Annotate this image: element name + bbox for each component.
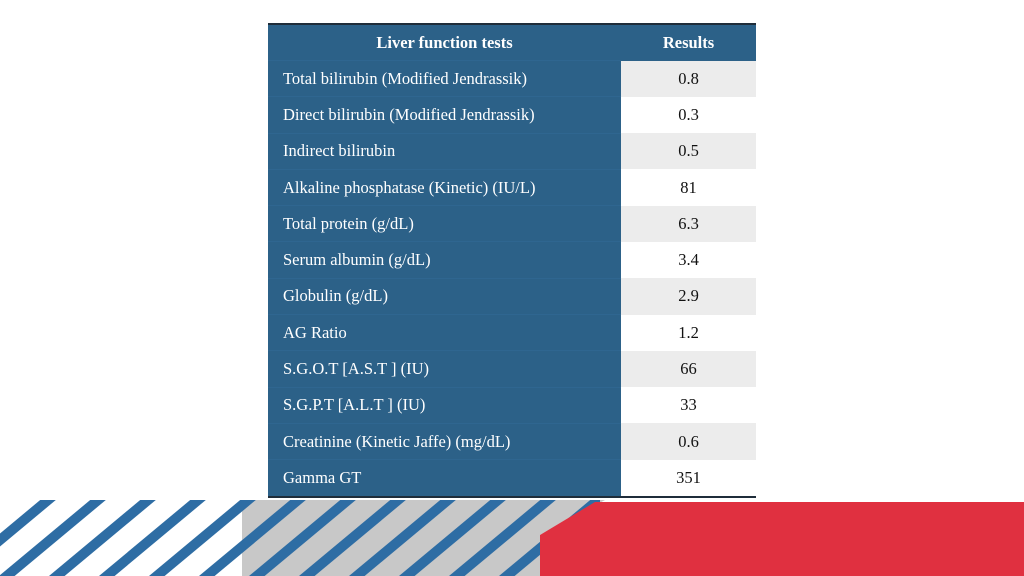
table-row: Indirect bilirubin 0.5 [268, 132, 756, 170]
test-name: Total protein (g/dL) [268, 205, 621, 242]
table-row: Globulin (g/dL) 2.9 [268, 277, 756, 315]
test-name: Creatinine (Kinetic Jaffe) (mg/dL) [268, 422, 621, 460]
table-row: AG Ratio 1.2 [268, 314, 756, 351]
test-name: S.G.O.T [A.S.T ] (IU) [268, 350, 621, 388]
table-row: Direct bilirubin (Modified Jendrassik) 0.… [268, 96, 756, 134]
test-result: 81 [621, 169, 756, 206]
test-result: 0.6 [621, 423, 756, 460]
test-result: 2.9 [621, 278, 756, 315]
test-name: Globulin (g/dL) [268, 277, 621, 315]
test-result: 351 [621, 459, 756, 497]
header-cell: Results [621, 24, 756, 61]
table-row: Serum albumin (g/dL) 3.4 [268, 241, 756, 279]
table-row: S.G.O.T [A.S.T ] (IU) 66 [268, 350, 756, 388]
test-result: 0.5 [621, 133, 756, 170]
test-name: Gamma GT [268, 459, 621, 497]
header-row: Liver function tests Results [268, 24, 756, 61]
test-result: 66 [621, 350, 756, 388]
test-name: AG Ratio [268, 314, 621, 351]
table-body: Total bilirubin (Modified Jendrassik) 0.8… [268, 59, 756, 497]
test-name: Direct bilirubin (Modified Jendrassik) [268, 96, 621, 134]
test-result: 1.2 [621, 314, 756, 351]
test-result: 6.3 [621, 205, 756, 242]
test-name: Indirect bilirubin [268, 132, 621, 170]
test-result: 3.4 [621, 241, 756, 279]
decoration [0, 500, 1024, 576]
red-band [540, 502, 1024, 576]
test-name: Total bilirubin (Modified Jendrassik) [268, 59, 621, 97]
table-row: Creatinine (Kinetic Jaffe) (mg/dL) 0.6 [268, 422, 756, 460]
test-name: Alkaline phosphatase (Kinetic) (IU/L) [268, 168, 621, 206]
test-result: 0.8 [621, 60, 756, 97]
table-row: Alkaline phosphatase (Kinetic) (IU/L) 81 [268, 168, 756, 206]
test-result: 0.3 [621, 96, 756, 134]
table-row: Total protein (g/dL) 6.3 [268, 205, 756, 242]
test-name: S.G.P.T [A.L.T ] (IU) [268, 386, 621, 424]
table-row: S.G.P.T [A.L.T ] (IU) 33 [268, 386, 756, 424]
test-name: Serum albumin (g/dL) [268, 241, 621, 279]
table-row: Total bilirubin (Modified Jendrassik) 0.8 [268, 59, 756, 97]
test-result: 33 [621, 387, 756, 424]
header-cell: Liver function tests [268, 24, 621, 61]
table-row: Gamma GT 351 [268, 459, 756, 497]
results-table: Liver function tests Results Total bilir… [268, 23, 756, 498]
